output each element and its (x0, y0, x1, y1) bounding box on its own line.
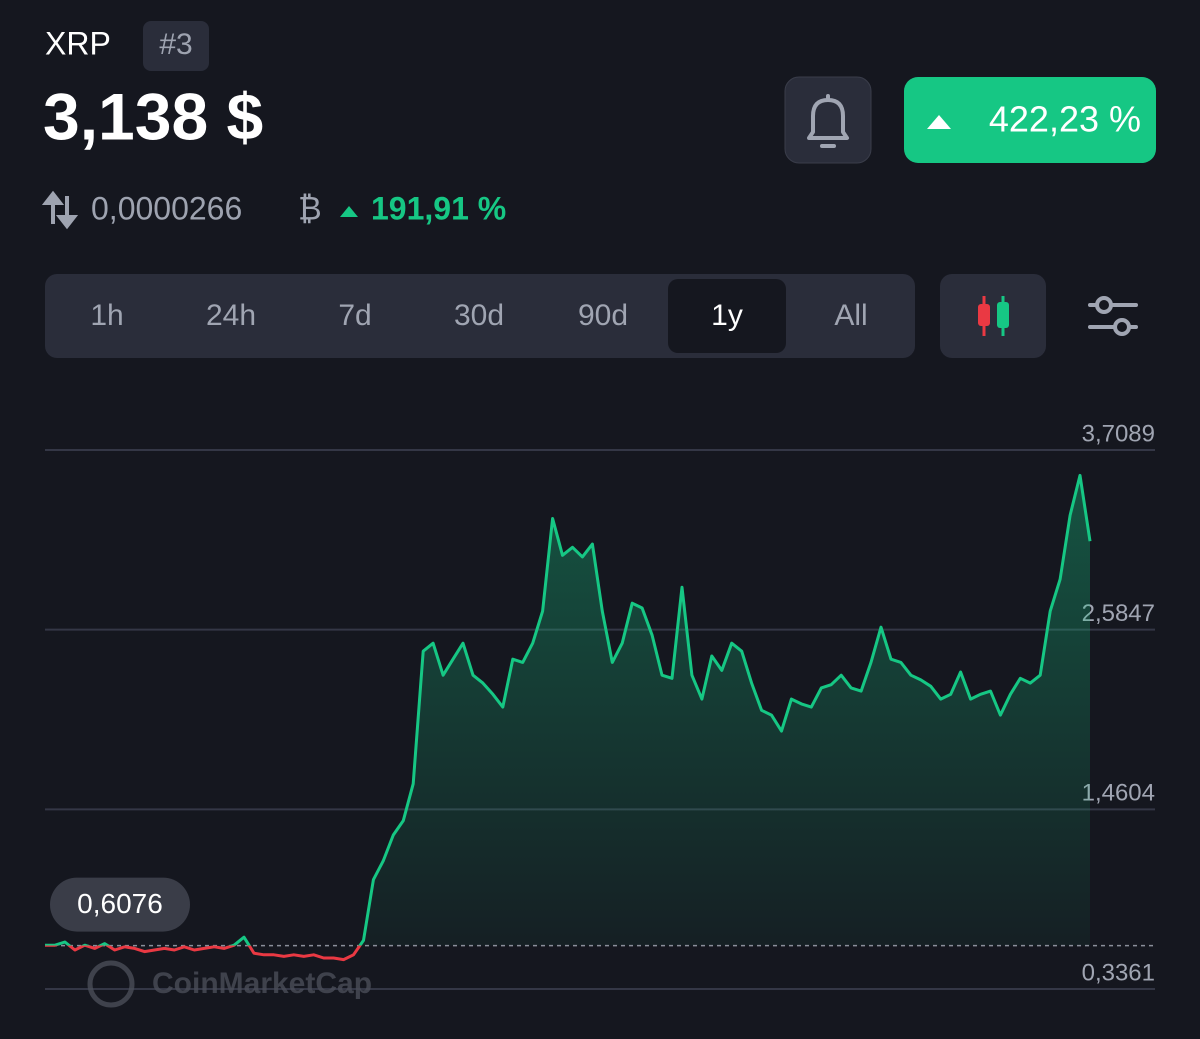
tab[interactable]: 1h (90, 299, 123, 332)
alert-button[interactable] (784, 76, 872, 164)
tab-active-bg (668, 279, 786, 353)
price: 3,138 $ (43, 79, 263, 153)
swap-icon (41, 190, 79, 230)
tab[interactable]: 7d (338, 299, 371, 332)
coin-name: XRP (45, 25, 111, 61)
watermark: CoinMarketCap (152, 967, 372, 1000)
tab[interactable]: 30d (454, 299, 504, 332)
tab[interactable]: 24h (206, 299, 256, 332)
candle-button[interactable] (940, 274, 1046, 358)
baseline-pill (50, 877, 190, 932)
rank: #3 (159, 28, 192, 61)
tab[interactable]: 90d (578, 299, 628, 332)
tab[interactable]: All (834, 299, 867, 332)
tab[interactable]: 1y (711, 299, 743, 332)
area (45, 475, 1090, 946)
btc-price: 0,0000266 (91, 190, 242, 226)
rank-badge (143, 21, 209, 71)
up-arrow (927, 115, 951, 129)
candle-icon (978, 296, 1009, 336)
baseline-label: 0,6076 (77, 888, 163, 919)
settings-icon[interactable] (1088, 296, 1138, 336)
btc-symbol: ₿ (298, 190, 322, 226)
y-tick-label: 3,7089 (1082, 420, 1155, 447)
change-badge (904, 77, 1156, 163)
change: 422,23 % (989, 99, 1141, 140)
y-tick-label: 0,3361 (1082, 959, 1155, 986)
up-arrow (340, 206, 358, 217)
y-tick-label: 1,4604 (1082, 780, 1155, 807)
watermark-logo (87, 960, 135, 1008)
price-line (45, 473, 1092, 962)
bell-icon (807, 94, 849, 148)
y-tick-label: 2,5847 (1082, 600, 1155, 627)
btc-change: 191,91 % (371, 190, 506, 226)
